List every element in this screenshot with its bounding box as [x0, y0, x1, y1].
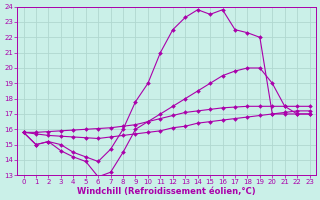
- X-axis label: Windchill (Refroidissement éolien,°C): Windchill (Refroidissement éolien,°C): [77, 187, 256, 196]
